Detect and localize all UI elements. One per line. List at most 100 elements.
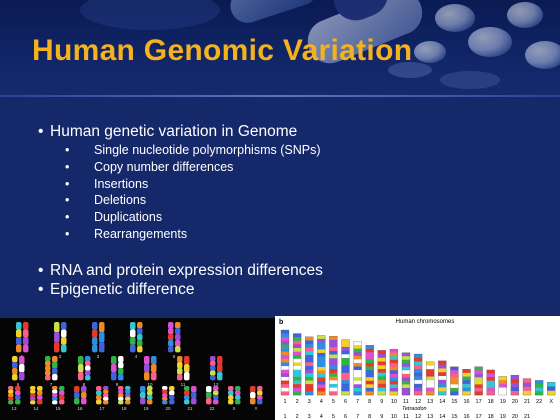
sub-bullet-text: Rearrangements — [94, 226, 188, 241]
chromosome-band — [125, 393, 131, 398]
chromosome-outline — [522, 378, 532, 396]
chromosome-band — [168, 334, 174, 341]
chromosome-band — [30, 389, 36, 394]
chromosome-band — [147, 395, 153, 400]
chromosome-band — [175, 328, 181, 335]
karyotype-label: 11 — [181, 382, 186, 387]
chromosome-band — [111, 372, 117, 381]
chromosome-band — [341, 365, 350, 370]
chromosome-band — [329, 350, 338, 355]
karyotype-label: 4 — [135, 354, 138, 359]
chromosome-band — [329, 358, 338, 363]
chromosome-band — [389, 363, 398, 368]
chromosome-band — [52, 400, 58, 405]
chromosome-band — [353, 362, 362, 367]
chromosome-band — [365, 355, 374, 360]
chromosome-band — [353, 345, 362, 349]
human-chromosome-number: 4 — [320, 399, 323, 405]
sub-bullet-text: Copy number differences — [94, 159, 234, 174]
chromosome-band — [293, 333, 302, 338]
chromosome-band — [377, 361, 386, 366]
chromosome-band — [474, 391, 483, 396]
chromosome-band — [169, 390, 175, 396]
chromosome-band — [78, 372, 84, 381]
chromosome-band — [235, 395, 241, 400]
chromosome-band — [402, 387, 410, 392]
chromosome-band — [103, 389, 109, 394]
chromosome-band — [365, 373, 374, 378]
karyotype-label: 20 — [165, 406, 171, 411]
chromosome-band — [341, 350, 350, 355]
chromosome-band — [257, 390, 263, 396]
chromosome-band — [547, 390, 556, 396]
chromosome-band — [210, 370, 216, 376]
chromosome-band — [341, 383, 350, 388]
chromosome-band — [61, 322, 67, 330]
chromosome-band — [293, 337, 302, 342]
human-chromosome-number: 19 — [500, 399, 506, 405]
chromosome-band — [281, 340, 289, 345]
chromosome-band — [402, 377, 410, 382]
human-chromosome-number: 12 — [415, 399, 421, 405]
chromosome-band — [175, 322, 181, 329]
chromosome-band — [30, 386, 36, 390]
sub-bullet-text: Deletions — [94, 193, 147, 208]
tetraodon-chromosome-number: 21 — [524, 414, 530, 420]
sub-bullet-dot: • — [65, 176, 70, 191]
chromosome-band — [414, 383, 423, 388]
chromosome-band — [450, 380, 459, 385]
chromosome-band — [99, 322, 105, 333]
chromosome-band — [329, 391, 338, 396]
chromosome-band — [329, 339, 338, 344]
chromosome-band — [402, 366, 410, 371]
chromosome-band — [353, 355, 362, 360]
karyotype-label: 3 — [97, 354, 100, 359]
bullet-genetic-variation: • Human genetic variation in Genome — [38, 123, 297, 141]
chromosome-band — [45, 365, 51, 371]
tetraodon-chromosome-number: 8 — [368, 414, 371, 420]
chromosome-band — [293, 362, 302, 367]
tetraodon-title: Tetraodon — [402, 406, 427, 412]
chromosome-band — [8, 396, 14, 401]
chromosome-band — [213, 390, 219, 396]
chromosome-band — [535, 384, 544, 388]
chromosome-band — [402, 373, 410, 378]
chromosome-band — [103, 396, 109, 401]
chromosome-band — [353, 348, 362, 353]
chromosome-band — [118, 368, 124, 375]
chromosome-band — [228, 386, 234, 391]
human-chromosome-number: 2 — [296, 399, 299, 405]
chromosome-band — [210, 365, 216, 371]
chromosome-band — [426, 361, 435, 366]
chromosome-band — [92, 337, 98, 345]
sub-bullet-duplications: • Duplications — [62, 209, 320, 226]
chromosome-band — [377, 372, 386, 377]
chromosome-band — [125, 400, 131, 405]
chromosome-band — [377, 365, 386, 370]
chromosome-band — [228, 390, 234, 396]
chromosome-band — [281, 355, 289, 360]
chromosome-outline — [534, 380, 544, 396]
chromosome-band — [85, 365, 91, 371]
chromosome-band — [365, 384, 374, 389]
chromosome-band — [474, 377, 483, 382]
chromosome-band — [305, 336, 314, 341]
chromosome-band — [438, 376, 447, 381]
chromosome-band — [168, 346, 174, 353]
chromosome-band — [85, 375, 91, 381]
chromosome-band — [30, 396, 36, 401]
chromosome-band — [329, 383, 338, 388]
chromosome-band — [177, 368, 183, 375]
chromosome-outline — [305, 336, 314, 396]
chromosome-band — [389, 391, 398, 396]
chromosome-band — [377, 354, 386, 359]
sub-bullet-snps: • Single nucleotide polymorphisms (SNPs) — [62, 142, 320, 159]
chromosome-band — [19, 356, 25, 365]
chromosome-band — [341, 380, 350, 385]
sub-bullet-dot: • — [65, 226, 70, 241]
chromosome-band — [184, 399, 190, 405]
chromosome-band — [402, 370, 410, 375]
chromosome-band — [474, 387, 483, 392]
chromosome-band — [438, 372, 447, 377]
chromosome-band — [144, 372, 150, 381]
